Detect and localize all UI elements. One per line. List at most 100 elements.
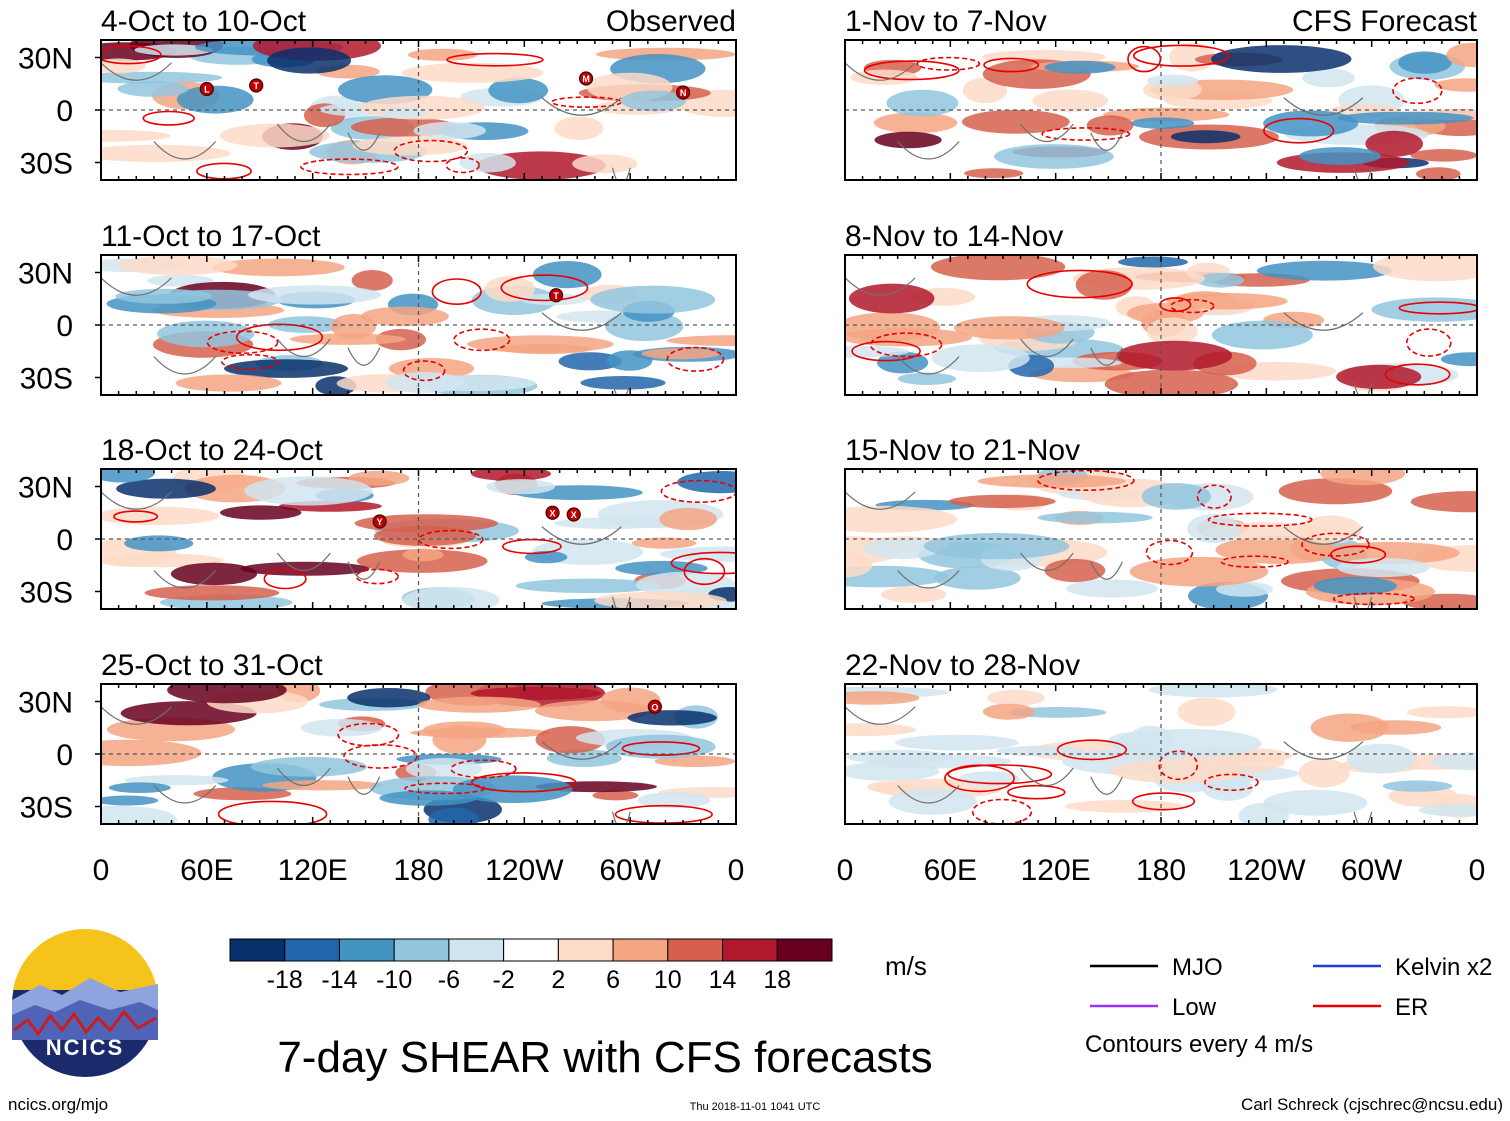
er-contour [1329,545,1387,564]
shear-blob [262,780,384,791]
shear-blob [402,548,444,562]
shear-blob [654,755,736,768]
panel-2: T 30N 0 30S 11-Oct to 17-Oct [18,220,737,396]
shear-blob [873,112,958,134]
x-axes-group: 0 60E 120E 180 120W 60W 0 0 60E 120E 180 120W 60W 0 [93,854,1486,887]
er-contour [1384,363,1451,386]
shear-blob [982,703,1035,720]
shear-blob [351,270,393,291]
shear-blob [407,48,478,61]
er-contour [916,56,981,71]
legend-label: ER [1395,994,1428,1021]
panel-title: 18-Oct to 24-Oct [101,434,323,467]
panel-5: 1-Nov to 7-Nov CFS Forecast [844,5,1478,181]
logo-text: NCICS [46,1035,124,1060]
shear-blob [677,471,736,494]
shear-blob [101,469,156,483]
er-contour [101,45,162,65]
y-tick-label: 30S [20,792,73,825]
panel-title: 1-Nov to 7-Nov [845,5,1047,38]
storm-marker: N [675,85,691,100]
storm-letter: O [651,702,658,712]
footer-timestamp: Thu 2018-11-01 1041 UTC [690,1101,821,1113]
storm-letter: X [550,508,556,518]
panel-title: 8-Nov to 14-Nov [845,220,1063,253]
er-contour [502,538,562,555]
shear-blob [572,154,638,174]
storm-letter: N [680,88,687,98]
shear-blob [982,49,1107,65]
colorbar-label: -10 [376,966,412,994]
shear-blob [470,686,602,700]
shear-blob [1349,720,1442,735]
er-contour [683,557,726,586]
er-contour [1041,127,1131,141]
shear-blob [1410,149,1477,162]
colorbar-label: 10 [654,966,682,994]
shear-blob [961,109,1070,134]
shear-blob [1298,758,1350,788]
shear-field [845,255,1477,395]
coastline [1353,811,1373,824]
coastline [153,356,217,375]
er-contour [1392,77,1443,105]
shear-blob [240,561,370,576]
er-contour [404,782,486,795]
shear-blob [101,795,159,806]
shear-blob [1116,340,1233,371]
coastline [1090,347,1123,366]
shear-blob [888,788,977,815]
coastline [276,338,331,357]
shear-blob [590,285,716,314]
shear-blob [347,688,431,708]
shear-blob [101,805,177,824]
shear-field [101,255,736,395]
shear-blob [1104,369,1239,395]
shear-blob [384,372,465,393]
shear-blob [666,335,736,346]
er-contour [1007,784,1066,800]
shear-blob [1302,68,1355,88]
er-contour [453,328,511,352]
shear-blob [1299,515,1362,544]
y-tick-label: 30N [18,258,73,291]
shear-blob [641,348,720,360]
shear-blob [1211,45,1352,73]
shear-blob [1196,273,1245,288]
er-contour [983,57,1040,73]
legend-label: Low [1172,994,1217,1021]
shear-blob [977,474,1126,488]
shear-blob [175,374,282,392]
storm-letter: T [553,291,559,301]
storm-letter: T [253,81,259,91]
shear-blob [267,47,352,74]
er-contour [142,110,195,126]
shear-field [101,40,736,180]
shear-blob [382,107,427,119]
shear-blob [1336,111,1474,125]
y-tick-label: 0 [56,95,73,128]
shear-blob [250,756,367,777]
er-contour [1131,792,1196,811]
shear-blob [636,571,736,598]
er-contour [621,741,701,756]
er-contour [1158,750,1199,781]
shear-blob [248,285,382,305]
shear-blob [621,90,686,112]
colorbar-label: 6 [606,966,620,994]
x-tick-label: 0 [728,854,745,887]
colorbar-swatch [284,938,340,962]
storm-marker: Y [372,514,387,529]
er-contour [263,568,307,590]
panel-8: 22-Nov to 28-Nov [844,649,1478,825]
coastline [1020,552,1074,571]
shear-field [101,469,736,609]
shear-blob [484,276,536,302]
shear-blob [1044,558,1106,583]
shear-blob [219,123,330,148]
er-contour [500,274,589,302]
shear-blob [244,476,373,506]
coastline [1283,97,1364,116]
shear-blob [379,790,477,806]
footer-url[interactable]: ncics.org/mjo [8,1095,108,1114]
